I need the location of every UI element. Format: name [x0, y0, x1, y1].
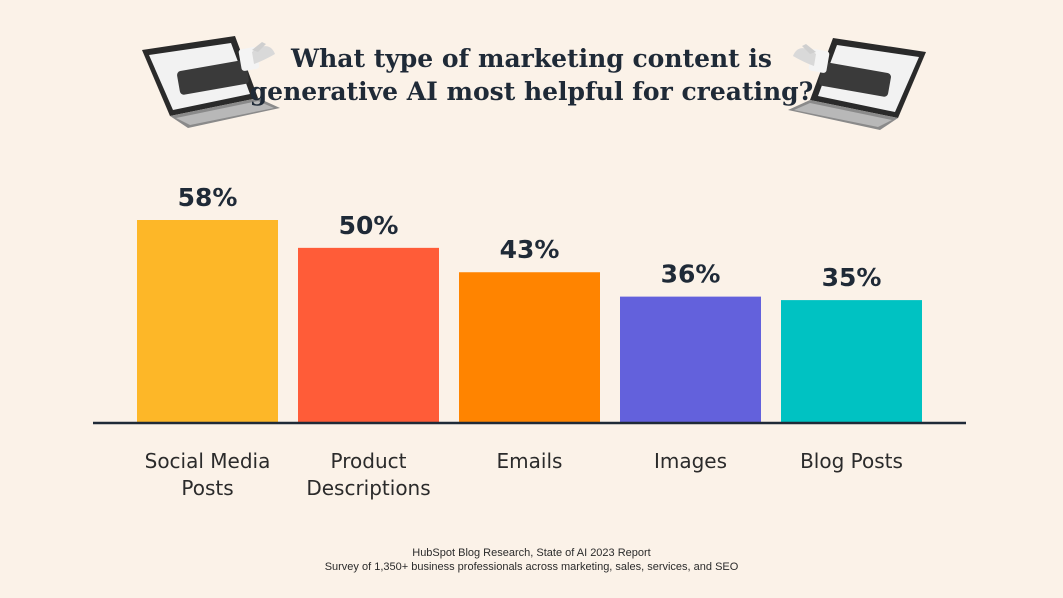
chart-title-line-1: What type of marketing content is: [291, 44, 772, 73]
value-label-4: 36%: [661, 260, 721, 289]
category-label-4: Images: [654, 449, 727, 473]
laptop-hand-left-icon: [142, 36, 280, 128]
chart-title-line-2: generative AI most helpful for creating?: [249, 77, 814, 106]
value-label-3: 43%: [500, 235, 560, 264]
category-label-1-line-2: Posts: [181, 476, 233, 500]
value-label-1: 58%: [178, 183, 238, 212]
source-line-1: HubSpot Blog Research, State of AI 2023 …: [412, 547, 651, 559]
category-label-2-line-1: Product: [331, 449, 407, 473]
category-label-1-line-1: Social Media: [145, 449, 271, 473]
category-label-3: Emails: [497, 449, 563, 473]
category-label-2-line-2: Descriptions: [306, 476, 430, 500]
chart-title: What type of marketing content is genera…: [0, 42, 1063, 108]
category-label-5: Blog Posts: [800, 449, 903, 473]
bar-4: [620, 296, 761, 422]
value-label-5: 35%: [822, 263, 882, 292]
bar-1: [137, 220, 278, 422]
bar-5: [781, 300, 922, 422]
laptop-hand-right-icon: [788, 38, 926, 130]
bar-2: [298, 247, 439, 422]
value-label-2: 50%: [339, 211, 399, 240]
bar-3: [459, 272, 600, 422]
source-line-2: Survey of 1,350+ business professionals …: [324, 561, 739, 573]
